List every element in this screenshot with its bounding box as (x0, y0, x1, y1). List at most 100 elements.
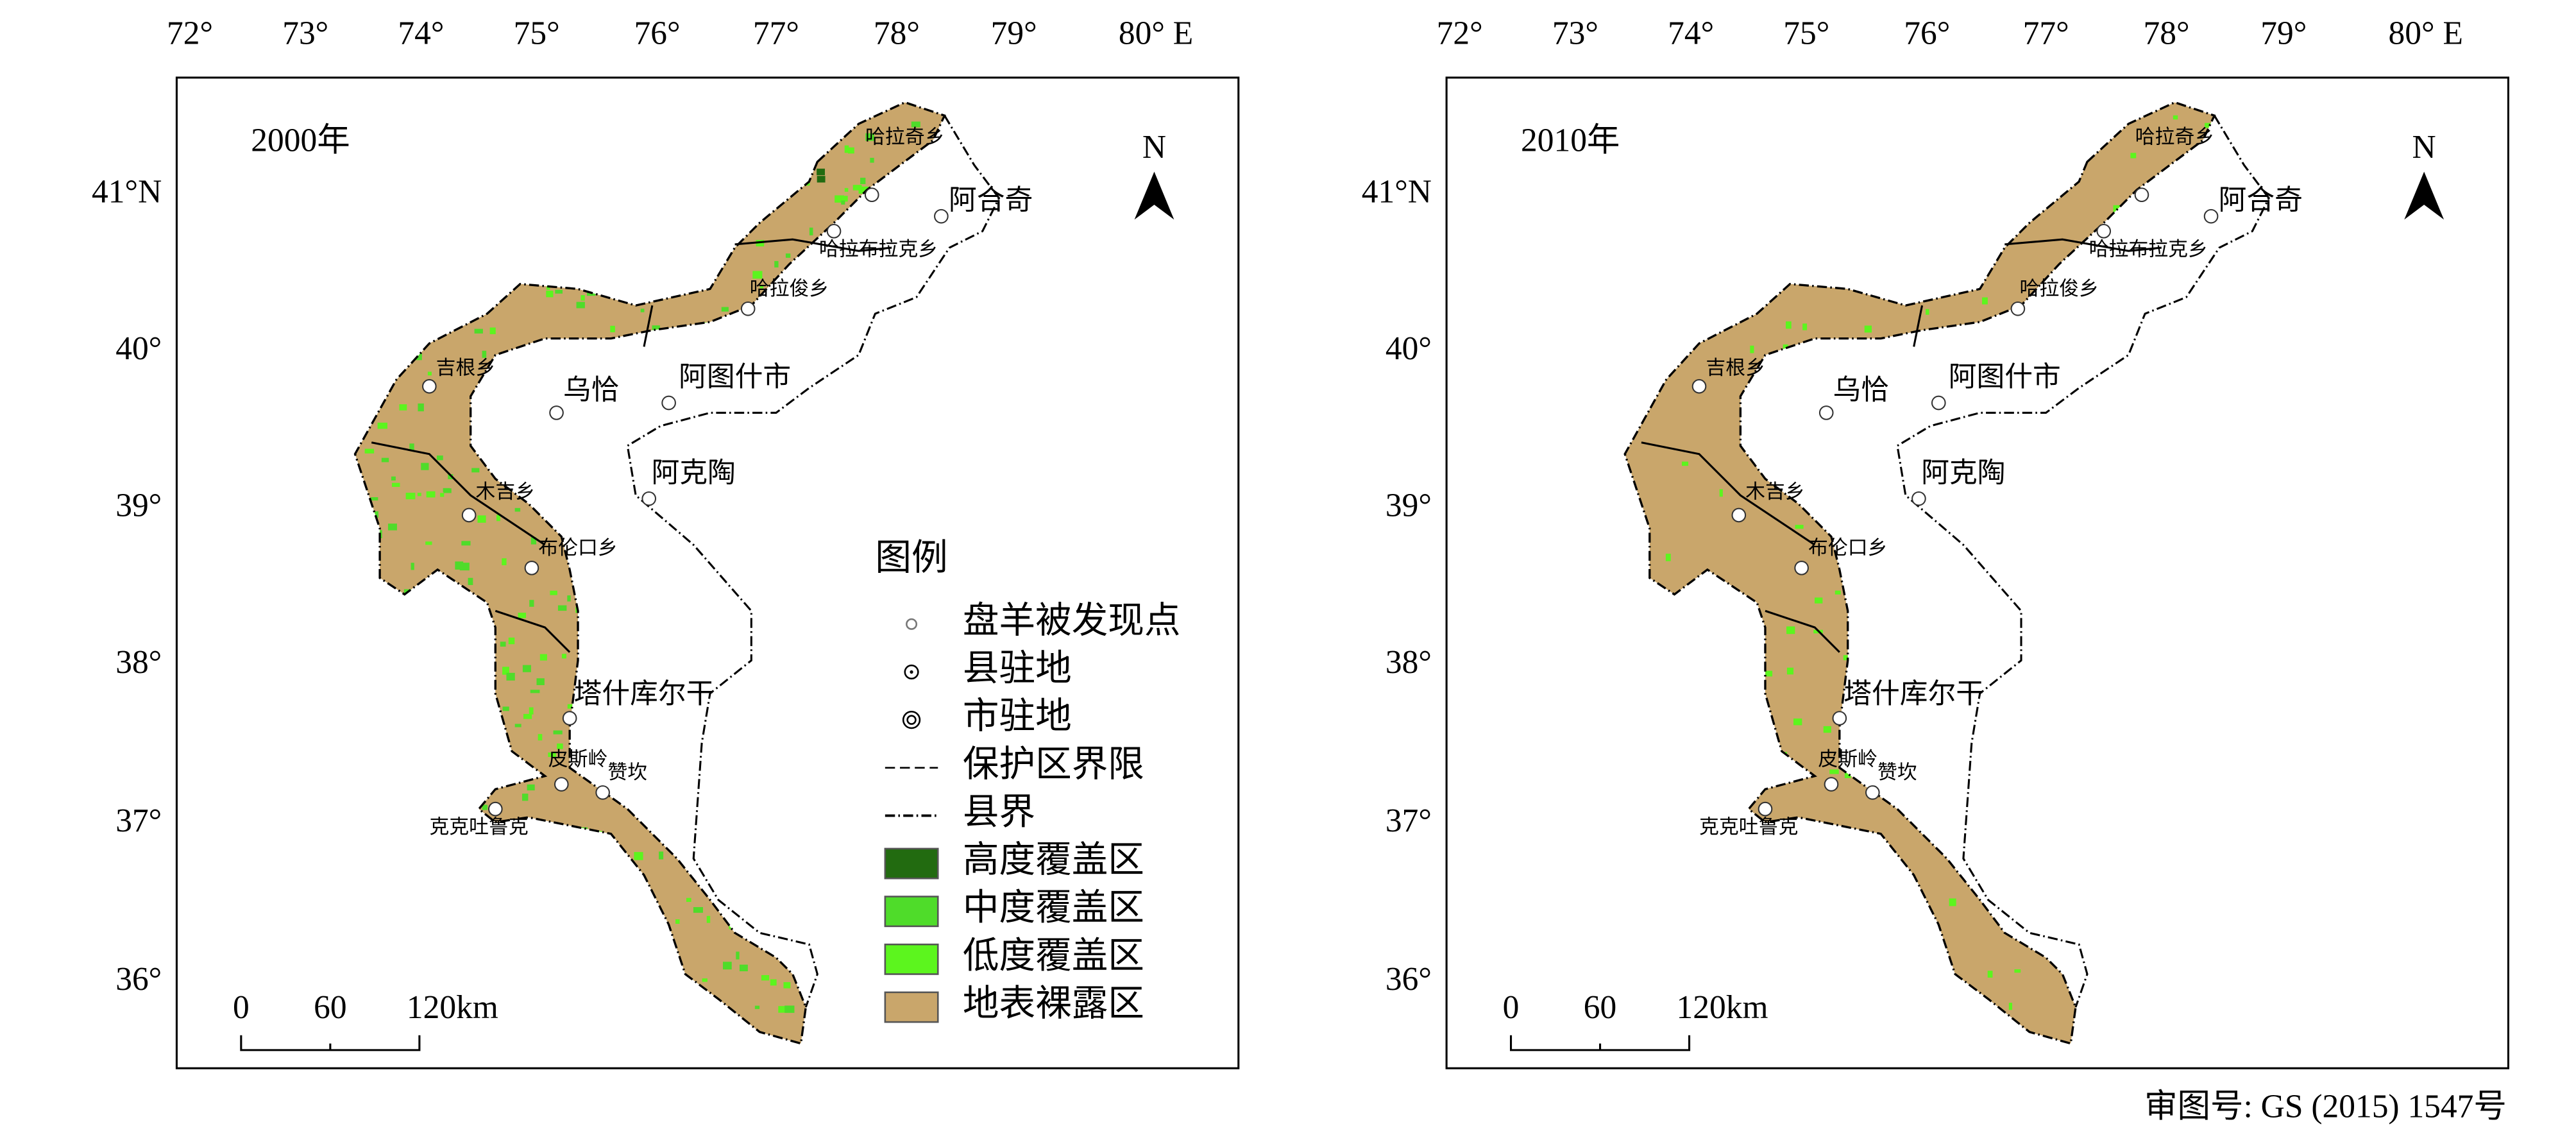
veg-patch (1765, 670, 1773, 677)
veg-patch (720, 421, 729, 427)
place-marker (1691, 378, 1707, 394)
place-marker (740, 301, 756, 316)
veg-patch (911, 470, 920, 477)
veg-patch (883, 884, 890, 891)
lat-label: 39° (1385, 488, 1432, 524)
veg-patch (437, 305, 446, 314)
veg-patch (2226, 731, 2231, 738)
lon-label: 72° (167, 15, 213, 51)
veg-patch (904, 223, 910, 226)
veg-patch (2192, 659, 2199, 665)
veg-patch (378, 347, 385, 353)
veg-patch (557, 473, 563, 478)
veg-patch (1646, 954, 1655, 960)
veg-patch (586, 834, 595, 842)
veg-patch (348, 669, 353, 676)
lon-label: 76° (634, 15, 681, 51)
veg-patch (620, 609, 629, 613)
veg-patch (1770, 1002, 1778, 1007)
veg-patch (1795, 409, 1802, 414)
veg-patch (674, 732, 683, 738)
veg-patch (875, 851, 881, 858)
veg-patch (809, 227, 813, 235)
veg-patch (1646, 117, 1654, 125)
veg-patch (378, 102, 388, 108)
veg-patch (774, 754, 778, 762)
veg-patch (908, 284, 916, 288)
veg-patch (778, 437, 786, 444)
legend-label: 市驻地 (963, 697, 1072, 736)
veg-patch (1956, 420, 1960, 426)
place-name: 哈拉俊乡 (750, 277, 829, 300)
veg-patch (514, 724, 521, 727)
lat-label: 37° (115, 803, 162, 839)
veg-patch (920, 627, 928, 632)
veg-patch (949, 713, 956, 720)
veg-patch (572, 525, 578, 533)
veg-patch (455, 274, 463, 278)
veg-patch (586, 282, 593, 286)
place-name: 赞坎 (607, 761, 647, 783)
veg-patch (1949, 182, 1956, 191)
veg-patch (2173, 336, 2177, 344)
veg-patch (781, 594, 788, 602)
veg-patch (784, 352, 789, 358)
veg-patch (731, 131, 738, 136)
veg-patch (661, 667, 670, 674)
veg-patch (1793, 719, 1802, 726)
veg-patch (845, 370, 853, 376)
veg-patch (779, 106, 784, 112)
place-marker (1818, 405, 1834, 420)
veg-patch (706, 636, 709, 642)
veg-patch (620, 252, 628, 259)
veg-patch (541, 214, 548, 220)
veg-patch (623, 657, 629, 661)
veg-patch (739, 964, 748, 972)
veg-patch (772, 674, 781, 679)
veg-patch (743, 102, 749, 107)
veg-patch (874, 301, 879, 309)
veg-patch (854, 409, 863, 414)
veg-patch (781, 545, 785, 549)
veg-patch (763, 570, 771, 577)
veg-patch (731, 531, 740, 539)
veg-patch (924, 289, 935, 296)
veg-patch (694, 434, 699, 439)
veg-patch (495, 884, 500, 892)
veg-patch (1657, 168, 1663, 176)
veg-patch (876, 856, 885, 864)
veg-patch (385, 267, 393, 275)
veg-patch (702, 978, 708, 982)
lat-label: 40° (115, 330, 162, 367)
veg-patch (912, 590, 922, 595)
veg-patch (844, 454, 851, 461)
veg-patch (733, 856, 738, 865)
veg-patch (520, 1007, 525, 1012)
veg-patch (1670, 206, 1674, 214)
lat-label: 39° (115, 488, 162, 524)
veg-patch (2179, 656, 2185, 661)
veg-patch (586, 868, 591, 874)
place-name: 阿合奇 (949, 185, 1033, 216)
veg-patch (1713, 309, 1717, 314)
veg-patch (1948, 540, 1958, 547)
veg-patch (575, 229, 584, 234)
veg-patch (522, 665, 531, 672)
veg-patch (767, 694, 775, 702)
veg-patch (687, 812, 697, 819)
veg-patch (740, 892, 746, 899)
veg-patch (620, 498, 623, 506)
veg-patch (377, 422, 387, 429)
veg-patch (356, 157, 362, 164)
veg-patch (947, 409, 951, 414)
veg-patch (454, 841, 459, 849)
veg-patch (598, 730, 604, 738)
veg-patch (401, 308, 409, 315)
veg-patch (765, 686, 774, 692)
veg-patch (926, 411, 933, 420)
veg-patch (2032, 309, 2042, 316)
veg-patch (448, 474, 453, 480)
veg-patch (816, 980, 820, 985)
veg-patch (2015, 805, 2022, 810)
veg-patch (798, 965, 804, 973)
